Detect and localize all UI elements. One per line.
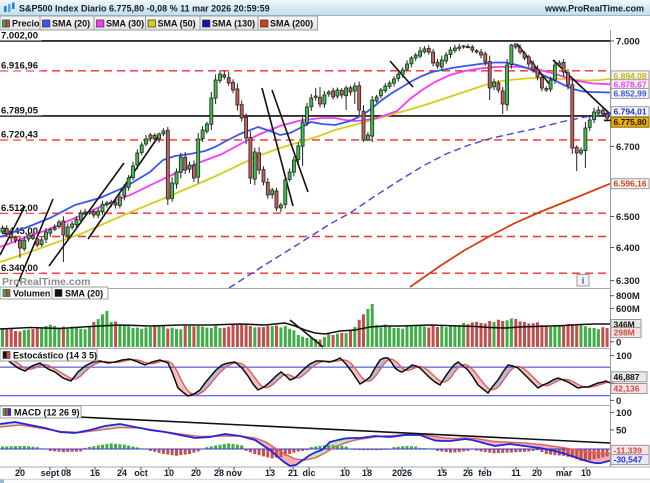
svg-text:SMA (50): SMA (50)	[158, 19, 196, 29]
svg-text:Estocástico (14 3 5): Estocástico (14 3 5)	[13, 351, 97, 361]
svg-text:42,136: 42,136	[614, 384, 640, 394]
svg-text:6.794,01: 6.794,01	[614, 107, 647, 117]
svg-text:18: 18	[362, 468, 372, 478]
svg-text:346M: 346M	[614, 320, 635, 330]
svg-text:nov: nov	[226, 468, 242, 478]
svg-text:6.700: 6.700	[616, 142, 640, 153]
svg-text:6.852,99: 6.852,99	[614, 88, 647, 98]
svg-text:7.000: 7.000	[616, 36, 640, 47]
svg-text:6.300: 6.300	[616, 276, 640, 287]
svg-text:oct: oct	[134, 468, 148, 478]
svg-text:0: 0	[616, 337, 621, 348]
svg-text:feb: feb	[478, 468, 492, 478]
svg-text:6.445,00: 6.445,00	[1, 226, 38, 237]
svg-text:2026: 2026	[392, 468, 412, 478]
svg-text:S&P500 Index Diario 6.775,80 -: S&P500 Index Diario 6.775,80 -0,08 % 11 …	[19, 4, 270, 14]
svg-text:6.916,96: 6.916,96	[1, 61, 38, 72]
svg-text:6.720,43: 6.720,43	[1, 130, 38, 141]
svg-text:21: 21	[288, 468, 298, 478]
svg-text:6.878,67: 6.878,67	[614, 80, 647, 90]
svg-text:08: 08	[61, 468, 71, 478]
svg-text:6.894,08: 6.894,08	[614, 71, 647, 81]
svg-text:298M: 298M	[614, 328, 635, 338]
svg-text:SMA (200): SMA (200)	[270, 19, 313, 29]
svg-text:46,887: 46,887	[614, 372, 640, 382]
svg-text:Volumen: Volumen	[13, 289, 50, 299]
svg-text:50: 50	[616, 425, 627, 436]
svg-text:26: 26	[463, 468, 473, 478]
svg-text:6.340,00: 6.340,00	[1, 263, 38, 274]
svg-text:10: 10	[340, 468, 350, 478]
svg-text:20: 20	[15, 468, 25, 478]
svg-text:SMA (20): SMA (20)	[65, 289, 103, 299]
svg-text:16: 16	[90, 468, 100, 478]
svg-text:SMA (20): SMA (20)	[52, 19, 90, 29]
svg-text:6.500: 6.500	[616, 212, 640, 223]
svg-text:www.ProRealTime.com: www.ProRealTime.com	[544, 4, 644, 14]
svg-text:MACD (12 26 9): MACD (12 26 9)	[14, 408, 80, 418]
svg-text:mar: mar	[556, 468, 573, 478]
svg-text:ProRealTime.com: ProRealTime.com	[2, 276, 91, 288]
svg-text:100: 100	[616, 351, 632, 362]
svg-text:i: i	[582, 276, 585, 286]
svg-text:6.512,00: 6.512,00	[1, 203, 38, 214]
svg-text:0: 0	[616, 396, 621, 407]
svg-text:7.002,00: 7.002,00	[1, 31, 38, 42]
svg-text:SMA (30): SMA (30)	[106, 19, 144, 29]
svg-text:13: 13	[265, 468, 275, 478]
svg-text:28: 28	[214, 468, 224, 478]
svg-text:Precio: Precio	[12, 19, 40, 29]
svg-text:6.775,80: 6.775,80	[614, 117, 647, 127]
svg-text:10: 10	[164, 468, 174, 478]
svg-text:11: 11	[511, 468, 521, 478]
svg-text:600M: 600M	[616, 304, 640, 315]
svg-text:24: 24	[117, 468, 127, 478]
svg-text:-30,547: -30,547	[614, 455, 643, 465]
svg-text:15: 15	[437, 468, 447, 478]
svg-text:SMA (130): SMA (130)	[212, 19, 255, 29]
svg-text:6.400: 6.400	[616, 243, 640, 254]
svg-text:-11,339: -11,339	[614, 445, 643, 455]
svg-text:20: 20	[532, 468, 542, 478]
svg-text:sept: sept	[41, 468, 60, 478]
svg-text:800M: 800M	[616, 291, 640, 302]
svg-text:20: 20	[191, 468, 201, 478]
svg-text:100: 100	[616, 408, 632, 419]
svg-text:6.789,05: 6.789,05	[1, 106, 39, 117]
svg-text:10: 10	[581, 468, 591, 478]
svg-text:dic: dic	[302, 468, 315, 478]
svg-text:6.596,16: 6.596,16	[614, 179, 647, 189]
